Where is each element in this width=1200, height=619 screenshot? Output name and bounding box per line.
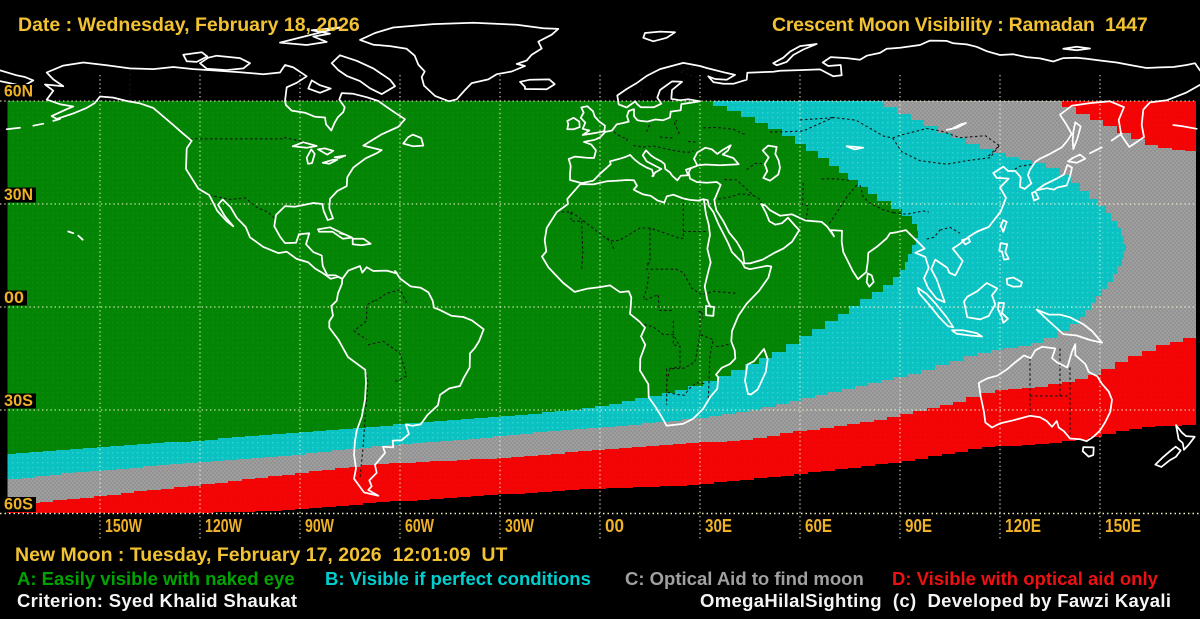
svg-text:120E: 120E [1005,516,1041,536]
svg-text:150E: 150E [1105,516,1141,536]
svg-text:150W: 150W [105,516,142,536]
svg-text:30W: 30W [505,516,534,536]
svg-text:60S: 60S [4,496,33,514]
svg-text:90E: 90E [905,516,932,536]
svg-text:00: 00 [4,289,24,307]
svg-text:30N: 30N [4,186,33,204]
svg-text:60W: 60W [405,516,434,536]
svg-text:90W: 90W [305,516,334,536]
svg-text:30E: 30E [705,516,732,536]
svg-text:30S: 30S [4,392,33,410]
svg-text:00: 00 [605,516,624,536]
svg-text:60E: 60E [805,516,832,536]
svg-text:120W: 120W [205,516,242,536]
svg-text:60N: 60N [4,83,33,101]
